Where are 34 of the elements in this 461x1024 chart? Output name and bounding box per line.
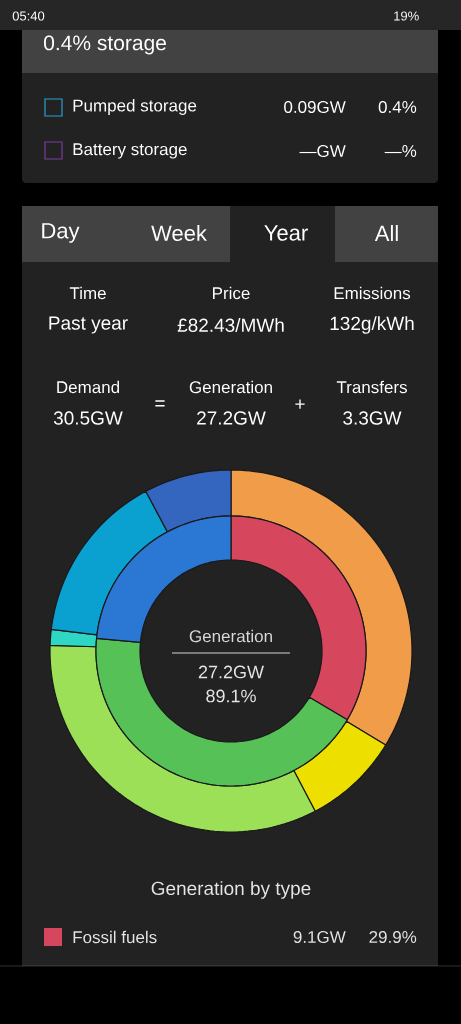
text: 30.5GW [53, 411, 123, 425]
text: Year [264, 225, 308, 241]
text: Time [69, 286, 106, 300]
text: —GW [299, 144, 346, 158]
text: 0.4% [378, 100, 417, 114]
text: Price [213, 286, 250, 300]
text: 27.2GW [197, 411, 266, 425]
text: 29.9% [369, 930, 417, 944]
text: 9.1GW [293, 930, 346, 944]
text: Week [151, 224, 207, 242]
text: 05:40 [12, 11, 45, 21]
text: Generation by type [151, 881, 311, 899]
text: 3.3GW [343, 411, 402, 425]
text: Generation [189, 380, 272, 394]
text: 27.2GW [198, 665, 264, 679]
text: All [374, 225, 398, 241]
text: 0.09GW [284, 100, 346, 114]
text: Pumped storage [73, 99, 197, 115]
text: 19% [394, 11, 419, 21]
text: Transfers [336, 380, 407, 394]
text: Past year [49, 316, 128, 334]
text: 89.1% [206, 689, 256, 703]
text: + [295, 399, 305, 409]
text: Battery storage [73, 143, 187, 159]
text: Demand [57, 380, 120, 394]
text: = [155, 400, 165, 407]
text: Emissions [334, 286, 411, 300]
text: —% [384, 145, 417, 157]
text: Day [42, 223, 80, 243]
text: Generation [189, 629, 272, 643]
text: £82.43/MWh [177, 318, 284, 332]
text: 132g/kWh [330, 316, 414, 334]
text: 0.4% storage [44, 35, 166, 55]
legend-label: Fossil fuels [73, 930, 157, 944]
